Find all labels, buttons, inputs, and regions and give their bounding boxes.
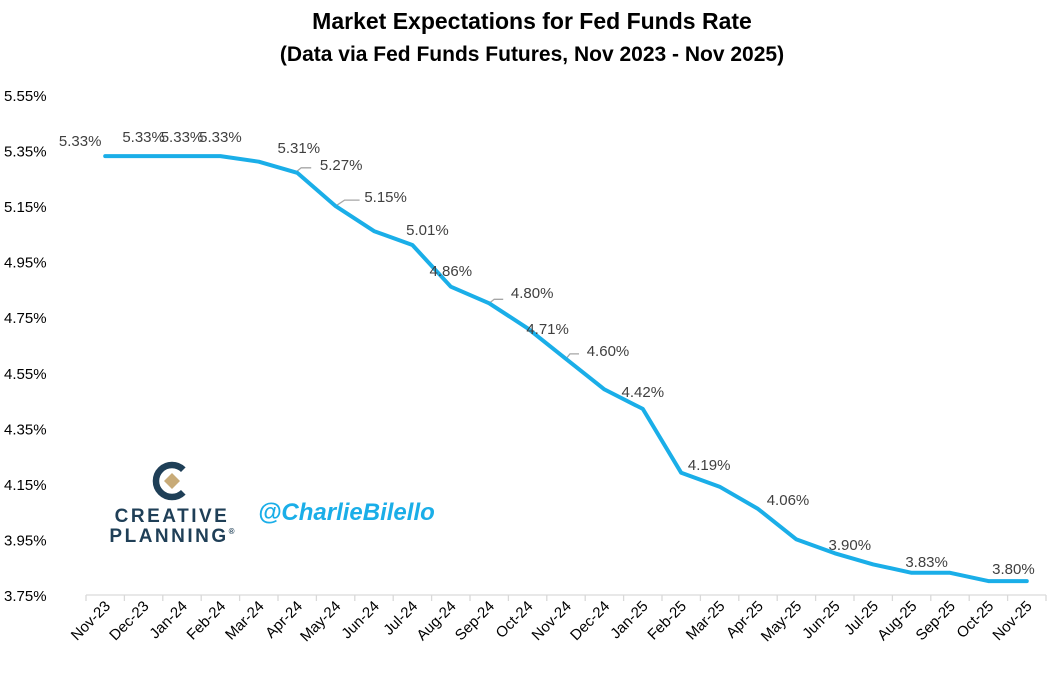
x-tick-label: Jan-24 — [146, 598, 190, 642]
x-tick-label: Jan-25 — [607, 598, 651, 642]
registered-mark: ® — [229, 527, 235, 536]
series-group — [103, 154, 1029, 584]
data-label: 4.42% — [622, 384, 665, 401]
chart-subtitle: (Data via Fed Funds Futures, Nov 2023 - … — [280, 43, 784, 66]
data-label-leader — [565, 353, 579, 360]
data-label-leader — [335, 199, 360, 207]
brand-name-line1: CREATIVE — [115, 506, 230, 527]
y-tick-label: 4.15% — [4, 477, 47, 494]
creative-planning-logo-icon — [152, 461, 186, 501]
y-tick-label: 3.95% — [4, 532, 47, 549]
chart-title: Market Expectations for Fed Funds Rate — [312, 8, 752, 34]
data-label: 4.86% — [430, 263, 473, 280]
y-tick-label: 5.55% — [4, 88, 47, 105]
x-tick-label: Jun-24 — [338, 598, 382, 642]
data-label: 4.71% — [526, 321, 569, 338]
x-tick-label: Oct-25 — [953, 598, 997, 642]
logo-outer-arc — [152, 461, 186, 501]
data-label: 5.27% — [320, 157, 363, 174]
x-tick-label: Nov-23 — [68, 598, 114, 644]
data-label: 3.80% — [992, 561, 1035, 578]
data-label: 4.60% — [587, 343, 630, 360]
data-label: 5.15% — [364, 189, 407, 206]
author-handle: @CharlieBilello — [258, 499, 435, 526]
x-axis-tick-labels: Nov-23Dec-23Jan-24Feb-24Mar-24Apr-24May-… — [68, 598, 1036, 645]
x-tick-label: Oct-24 — [493, 598, 537, 642]
branding: CREATIVE PLANNING® @CharlieBilello — [109, 461, 435, 547]
x-tick-label: Jun-25 — [799, 598, 843, 642]
x-tick-label: Dec-24 — [567, 598, 613, 644]
data-label: 4.06% — [767, 492, 810, 509]
y-tick-label: 5.35% — [4, 144, 47, 161]
data-label: 3.83% — [905, 554, 948, 571]
x-tick-label: Nov-24 — [529, 598, 575, 644]
y-tick-label: 4.75% — [4, 310, 47, 327]
x-tick-label: Mar-25 — [683, 598, 729, 644]
series-line — [103, 154, 1029, 584]
y-tick-label: 4.35% — [4, 421, 47, 438]
data-label: 5.31% — [278, 140, 321, 157]
x-tick-label: May-24 — [297, 598, 344, 645]
y-axis-tick-labels: 3.75% 3.95% 4.15% 4.35% 4.55% 4.75% 4.95% 5.15%… — [4, 88, 47, 605]
y-tick-label: 4.55% — [4, 366, 47, 383]
y-tick-label: 3.75% — [4, 588, 47, 605]
x-tick-label: Nov-25 — [989, 598, 1035, 644]
x-tick-label: Sep-25 — [913, 598, 959, 644]
y-tick-label: 4.95% — [4, 255, 47, 272]
x-tick-label: Aug-25 — [874, 598, 920, 644]
x-tick-label: Feb-25 — [644, 598, 690, 644]
data-label: 5.33% — [59, 133, 102, 150]
brand-name-line2: PLANNING® — [109, 526, 234, 547]
data-label-leader — [488, 298, 504, 304]
data-label: 5.33% — [199, 129, 242, 146]
x-tick-label: Dec-23 — [106, 598, 152, 644]
logo-diamond — [164, 473, 180, 489]
x-tick-label: May-25 — [758, 598, 805, 645]
x-tick-label: Sep-24 — [452, 598, 498, 644]
y-tick-label: 5.15% — [4, 199, 47, 216]
brand-name-line2-text: PLANNING — [109, 526, 228, 547]
data-labels: 5.33% 5.33%5.33%5.33%5.31%5.27%5.15%5.01%… — [59, 129, 1035, 578]
x-tick-label: Feb-24 — [184, 598, 230, 644]
data-label: 3.90% — [829, 537, 872, 554]
data-label: 4.80% — [511, 285, 554, 302]
data-label: 5.33% — [161, 129, 204, 146]
data-label: 5.33% — [122, 129, 165, 146]
x-tick-label: Aug-24 — [413, 598, 459, 644]
data-label: 5.01% — [406, 222, 449, 239]
data-label: 4.19% — [688, 457, 731, 474]
x-tick-label: Mar-24 — [222, 598, 268, 644]
x-axis — [85, 594, 1047, 601]
